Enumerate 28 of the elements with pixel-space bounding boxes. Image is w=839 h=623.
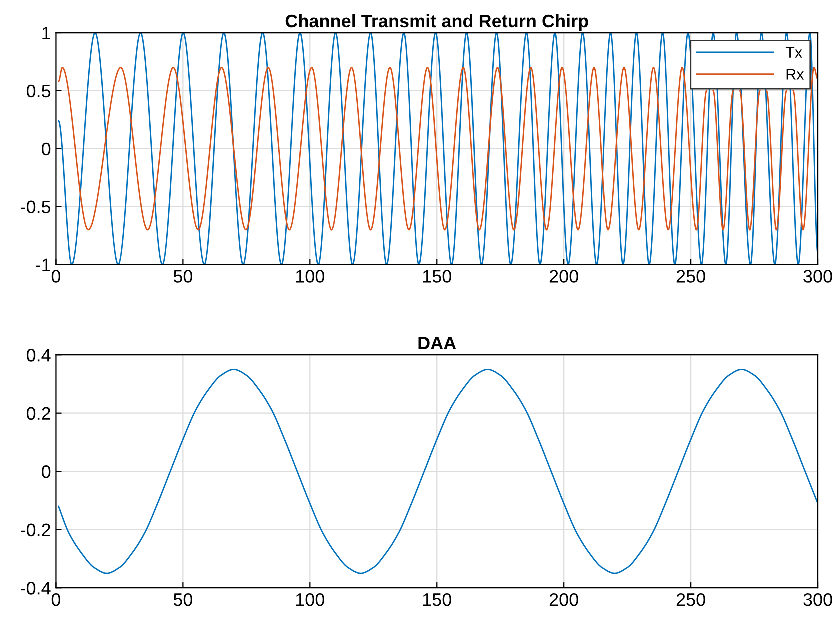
x-tick-label: 300	[804, 593, 832, 606]
x-tick-label: 200	[550, 593, 578, 606]
x-tick-label: 250	[676, 270, 706, 283]
x-tick-label: 250	[676, 593, 706, 606]
legend-label: Rx	[786, 69, 804, 80]
x-tick-label: 150	[423, 270, 452, 283]
y-tick-label: -0.5	[21, 200, 51, 214]
legend-label: Tx	[786, 47, 802, 58]
x-tick-label: 200	[550, 270, 578, 283]
x-tick-label: 50	[174, 270, 193, 283]
y-tick-label: 0	[42, 142, 51, 156]
y-tick-label: 0	[42, 466, 51, 478]
chart-title: DAA	[418, 337, 456, 350]
x-tick-label: 300	[804, 270, 832, 283]
x-tick-label: 0	[52, 593, 61, 606]
y-tick-label: -0.2	[21, 524, 50, 537]
chart-title: Channel Transmit and Return Chirp	[286, 14, 588, 32]
y-tick-label: 0.4	[26, 349, 51, 362]
x-tick-label: 100	[296, 270, 325, 283]
x-tick-label: 100	[296, 593, 325, 606]
x-tick-label: 50	[174, 593, 193, 606]
x-tick-label: 150	[423, 593, 452, 606]
x-tick-label: 0	[52, 270, 61, 283]
y-tick-label: 0.2	[26, 407, 50, 420]
y-tick-label: -0.4	[21, 582, 51, 595]
y-tick-label: 1	[42, 27, 50, 40]
y-tick-label: -1	[36, 258, 50, 272]
y-tick-label: 0.5	[26, 84, 51, 98]
